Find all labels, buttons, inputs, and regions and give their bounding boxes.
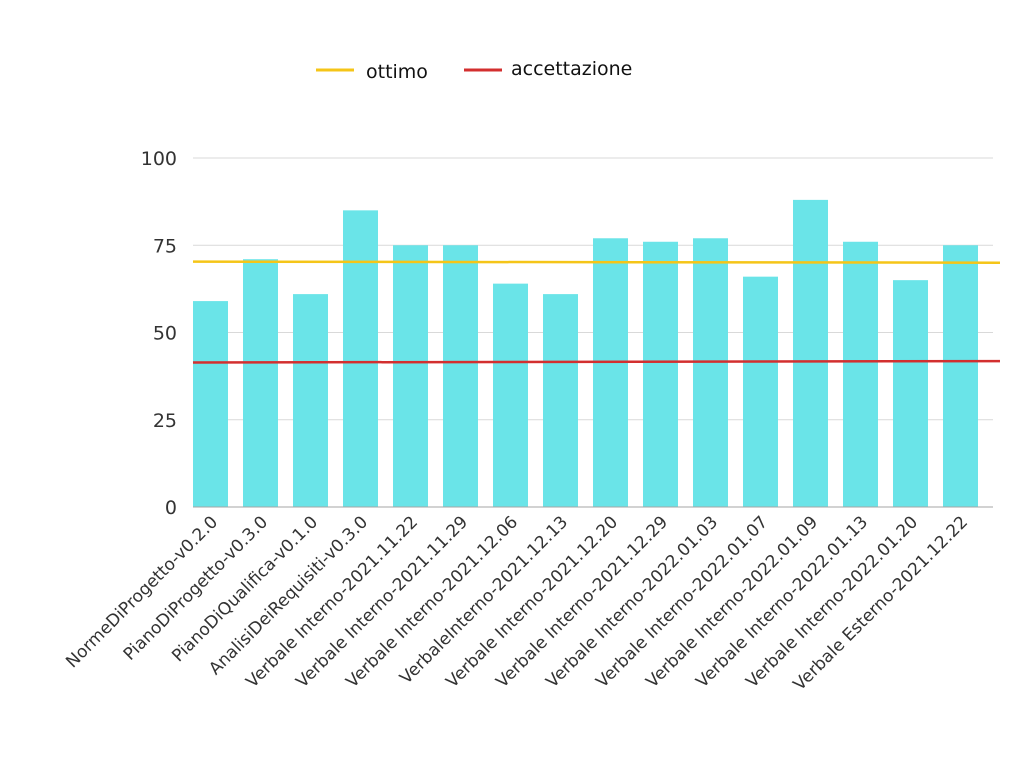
bar: [943, 245, 978, 507]
y-tick-label: 100: [141, 148, 177, 170]
y-tick-label: 50: [153, 323, 177, 345]
bar: [643, 241, 678, 507]
bar: [493, 283, 528, 507]
bar: [543, 294, 578, 507]
bar: [193, 301, 228, 507]
bar: [693, 238, 728, 507]
bar: [393, 245, 428, 507]
bar: [443, 245, 478, 507]
legend-label-ottimo: ottimo: [366, 61, 428, 83]
bar: [293, 294, 328, 507]
y-tick-label: 75: [153, 235, 177, 257]
bar: [893, 280, 928, 507]
bar: [793, 199, 828, 507]
y-tick-label: 0: [165, 497, 177, 519]
series-line-accettazione: [192, 359, 1001, 364]
bar: [743, 276, 778, 507]
series-line-ottimo: [192, 260, 1001, 264]
bars: [193, 199, 978, 507]
bar: [343, 210, 378, 507]
bar: [243, 259, 278, 507]
bar: [843, 241, 878, 507]
x-axis: NormeDiProgetto-v0.2.0PianoDiProgetto-v0…: [62, 512, 972, 694]
reference-lines: [192, 260, 1001, 364]
y-axis: 0 25 50 75 100: [141, 148, 177, 519]
legend: ottimo accettazione: [316, 58, 632, 83]
bar: [593, 238, 628, 507]
legend-label-accettazione: accettazione: [511, 58, 632, 80]
y-tick-label: 25: [153, 410, 177, 432]
